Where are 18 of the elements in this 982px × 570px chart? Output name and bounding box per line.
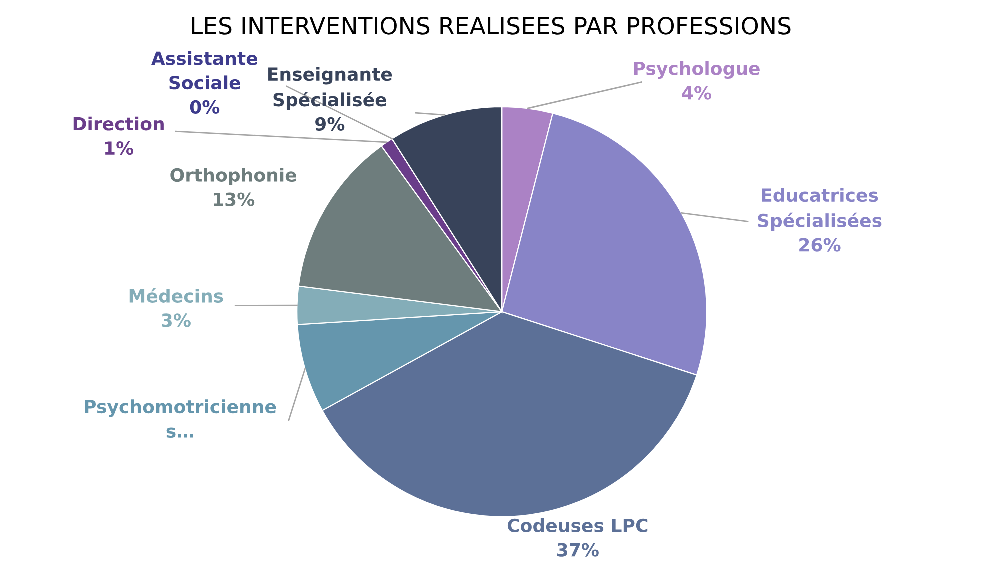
slice-label: Psychomotricienne s…: [85, 400, 276, 438]
slice-label: Educatrices Spécialisées: [758, 188, 882, 232]
slice-label: Orthophonie: [170, 168, 296, 186]
slice-label: Enseignante Spécialisée: [268, 67, 392, 110]
data-label: 37%: [558, 543, 599, 557]
data-label: 26%: [800, 238, 841, 252]
slice-label: Psychologue: [634, 61, 760, 80]
data-label: 13%: [214, 192, 255, 206]
data-label: 4%: [682, 86, 712, 100]
text: 0%: [190, 100, 220, 114]
slice-label: Direction: [74, 116, 164, 131]
slice-label: Médecins: [130, 288, 224, 303]
data-label: 3%: [162, 314, 191, 328]
data-label: 9%: [316, 117, 345, 132]
data-label: 1%: [106, 141, 134, 156]
category-label: Assistante Sociale: [151, 51, 258, 90]
chart-title: LES INTERVENTIONS REALISEES PAR PROFESSIONS: [192, 16, 791, 35]
slice-label: Codeuses LPC: [508, 518, 648, 533]
